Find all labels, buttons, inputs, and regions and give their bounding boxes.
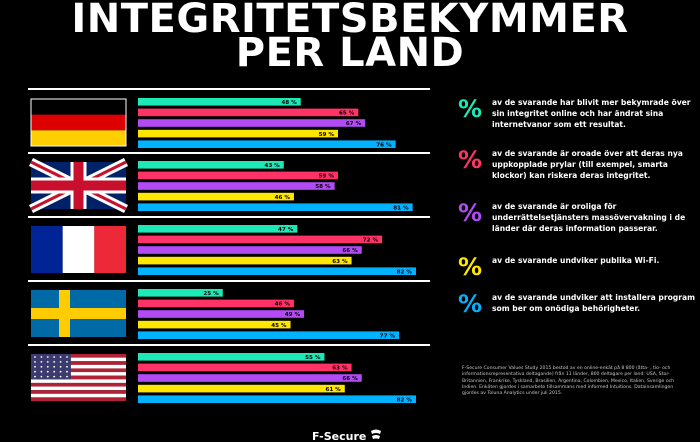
bar-value-label: 59 % xyxy=(319,174,335,180)
bar xyxy=(138,256,352,265)
bar-value-label: 63 % xyxy=(332,259,348,265)
bar xyxy=(138,161,284,169)
bar xyxy=(138,108,359,117)
group-divider xyxy=(28,344,430,346)
bar xyxy=(138,235,383,244)
group-divider xyxy=(28,152,430,154)
bar-value-label: 76 % xyxy=(376,142,392,148)
page-title-line-1: INTEGRITETSBEKYMMER xyxy=(71,0,629,42)
bar xyxy=(138,171,339,180)
bar xyxy=(138,299,294,308)
bar xyxy=(138,246,362,254)
flag-uk-icon xyxy=(29,157,128,214)
bar xyxy=(138,289,223,297)
bar-value-label: 66 % xyxy=(342,248,358,254)
legend-text: av de svarande undviker publika Wi-Fi. xyxy=(492,256,660,265)
flag-sweden-icon xyxy=(31,290,126,337)
bar xyxy=(138,192,294,201)
bar-value-label: 61 % xyxy=(325,387,341,393)
bar xyxy=(138,267,416,275)
page-title-line-2: PER LAND xyxy=(235,30,465,76)
flag-france-icon xyxy=(31,226,126,273)
bar-value-label: 66 % xyxy=(342,376,358,382)
legend-percent-icon: % xyxy=(458,199,483,227)
bar-value-label: 46 % xyxy=(275,195,291,201)
bar-value-label: 43 % xyxy=(264,163,280,169)
legend-text: av de svarande är oroliga för underrätte… xyxy=(492,202,686,233)
bar-value-label: 67 % xyxy=(346,121,362,127)
bar xyxy=(138,320,291,329)
bar xyxy=(138,225,298,233)
legend-text: av de svarande undviker att installera p… xyxy=(492,293,696,313)
bar xyxy=(138,203,413,211)
bar-value-label: 55 % xyxy=(305,355,321,361)
bar-value-label: 25 % xyxy=(203,291,219,297)
bar-value-label: 49 % xyxy=(285,312,301,318)
bar-value-label: 65 % xyxy=(339,111,355,117)
bar xyxy=(138,140,396,148)
source-note: F-Secure Consumer Values Study 2015 best… xyxy=(462,366,675,397)
bar-value-label: 63 % xyxy=(332,366,348,372)
legend-text: av de svarande har blivit mer bekymrade … xyxy=(492,98,691,129)
bar-value-label: 58 % xyxy=(315,184,331,190)
flag-usa-icon xyxy=(31,354,126,401)
group-divider xyxy=(28,216,430,218)
bar-value-label: 48 % xyxy=(281,100,297,106)
flag-germany-icon xyxy=(30,98,127,147)
bar-value-label: 45 % xyxy=(271,323,287,329)
f-secure-logo-icon xyxy=(371,429,381,439)
bar xyxy=(138,331,400,339)
legend-percent-icon: % xyxy=(458,253,483,281)
logo-text: F-Secure xyxy=(312,430,367,442)
f-secure-logo: F-Secure xyxy=(300,428,410,442)
bar-value-label: 47 % xyxy=(278,227,294,233)
legend-text: av de svarande är oroade över att deras … xyxy=(492,149,683,180)
legend-percent-icon: % xyxy=(458,290,483,318)
bar xyxy=(138,384,345,393)
bar-value-label: 59 % xyxy=(319,132,335,138)
bar xyxy=(138,182,335,190)
bar-value-label: 82 % xyxy=(397,269,413,275)
group-divider xyxy=(28,280,430,282)
bar xyxy=(138,395,416,403)
bar xyxy=(138,310,305,318)
bar xyxy=(138,374,362,382)
bar xyxy=(138,119,366,127)
bar xyxy=(138,98,301,106)
legend-percent-icon: % xyxy=(458,95,483,123)
group-divider xyxy=(28,88,430,90)
bar xyxy=(138,129,339,138)
bar-value-label: 82 % xyxy=(397,397,413,403)
legend-percent-icon: % xyxy=(458,146,483,174)
bar xyxy=(138,353,325,361)
bar-value-label: 46 % xyxy=(275,302,291,308)
bar-value-label: 72 % xyxy=(363,238,379,244)
bar-value-label: 81 % xyxy=(393,205,409,211)
bar-value-label: 77 % xyxy=(380,333,396,339)
bar xyxy=(138,363,352,372)
